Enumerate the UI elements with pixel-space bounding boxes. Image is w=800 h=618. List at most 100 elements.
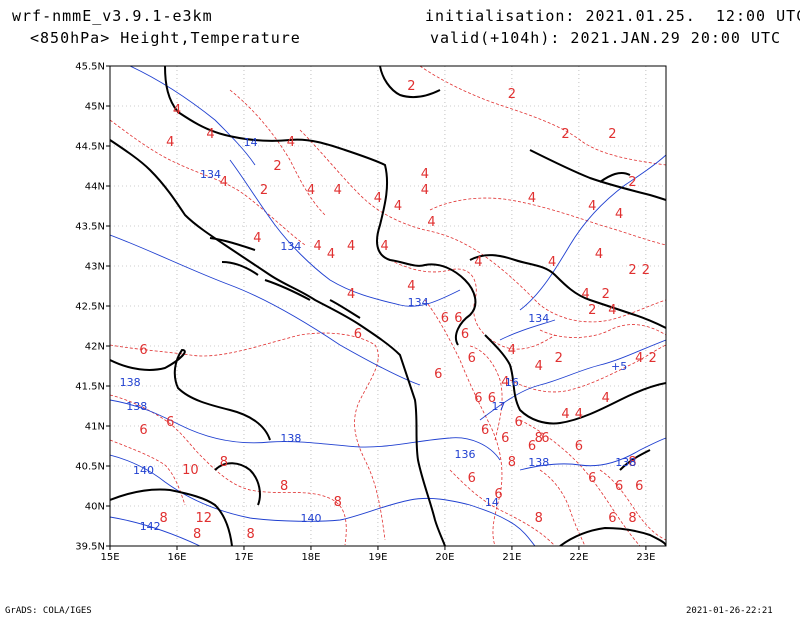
height-label: 138 <box>280 432 301 445</box>
temperature-label: 6 <box>588 471 596 486</box>
temperature-label: 2 <box>628 175 636 190</box>
temperature-label: 4 <box>548 255 556 270</box>
temperature-label: 2 <box>602 287 610 302</box>
temperature-label: 2 <box>628 263 636 278</box>
temperature-label: 4 <box>173 103 181 118</box>
temperature-label: 8 <box>535 511 543 526</box>
lon-tick-label: 17E <box>234 552 253 563</box>
height-label: 138 <box>120 376 141 389</box>
temperature-label: 4 <box>307 183 315 198</box>
temperature-label: 4 <box>166 135 174 150</box>
height-label: 140 <box>300 512 321 525</box>
temperature-label: 2 <box>508 87 516 102</box>
temperature-label: 8 <box>628 455 636 470</box>
lon-tick-label: 20E <box>435 552 454 563</box>
height-label: 17 <box>492 400 506 413</box>
height-label: 136 <box>455 448 476 461</box>
lat-tick-label: 44.5N <box>75 142 105 153</box>
lat-tick-label: 42N <box>85 342 105 353</box>
lat-tick-label: 43.5N <box>75 222 105 233</box>
temperature-label: 4 <box>206 127 214 142</box>
temperature-label: 6 <box>488 391 496 406</box>
temperature-label: 6 <box>514 415 522 430</box>
lon-tick-label: 22E <box>569 552 588 563</box>
temperature-label: 4 <box>602 391 610 406</box>
temperature-label: 2 <box>608 127 616 142</box>
height-label: 134 <box>528 312 549 325</box>
temperature-label: 4 <box>220 175 228 190</box>
temperature-label: 4 <box>474 255 482 270</box>
temperature-label: 10 <box>182 463 199 478</box>
temperature-label: 6 <box>541 431 549 446</box>
temperature-label: 12 <box>196 511 213 526</box>
temperature-label: 8 <box>628 511 636 526</box>
temperature-label: 4 <box>528 191 536 206</box>
temperature-label: 6 <box>494 487 502 502</box>
temperature-label: 4 <box>535 359 543 374</box>
lat-tick-label: 41.5N <box>75 382 105 393</box>
temperature-label: 8 <box>334 495 342 510</box>
field-title: <850hPa> Height,Temperature <box>30 29 301 47</box>
temperature-label: 8 <box>280 479 288 494</box>
height-label: 138 <box>615 456 636 469</box>
height-contours <box>110 66 666 546</box>
temperature-label: 8 <box>220 455 228 470</box>
temperature-label: 6 <box>354 327 362 342</box>
height-label: 14 <box>244 136 258 149</box>
temperature-label: 4 <box>508 343 516 358</box>
temperature-label: 4 <box>595 247 603 262</box>
model-title: wrf-nmmE_v3.9.1-e3km <box>12 7 213 25</box>
temperature-label: 4 <box>314 239 322 254</box>
temperature-label: 4 <box>407 279 415 294</box>
temperature-label: 4 <box>253 231 261 246</box>
temperature-label: 2 <box>260 183 268 198</box>
temperature-label: 4 <box>581 287 589 302</box>
valid-time: valid(+104h): 2021.JAN.29 20:00 UTC <box>430 29 782 47</box>
temperature-label: 8 <box>193 527 201 542</box>
footer-credit: GrADS: COLA/IGES <box>5 606 92 616</box>
height-label: 14 <box>485 496 499 509</box>
lon-tick-label: 16E <box>167 552 186 563</box>
lat-tick-label: 40.5N <box>75 462 105 473</box>
lat-tick-label: 45N <box>85 102 105 113</box>
height-label: 142 <box>140 520 161 533</box>
height-label: 134 <box>200 168 221 181</box>
temperature-label: 6 <box>608 511 616 526</box>
lat-tick-label: 42.5N <box>75 302 105 313</box>
temperature-label: 6 <box>481 423 489 438</box>
temperature-label: 2 <box>648 351 656 366</box>
temperature-label: 6 <box>441 311 449 326</box>
temperature-label: 6 <box>528 439 536 454</box>
temperature-label: 6 <box>501 431 509 446</box>
lat-tick-label: 40N <box>85 502 105 513</box>
temperature-label: 8 <box>247 527 255 542</box>
lat-tick-label: 41N <box>85 422 105 433</box>
temperature-label: 6 <box>615 479 623 494</box>
axis-ticks: 15E 16E 17E 18E 19E 20E 21E 22E 23E 45.5N 45N 44.5N… <box>75 62 655 564</box>
temperature-label: 4 <box>635 351 643 366</box>
initialisation-time: initialisation: 2021.01.25. 12:00 UTC <box>425 7 800 25</box>
temperature-label: 6 <box>635 479 643 494</box>
temperature-label: 6 <box>468 471 476 486</box>
temperature-label: 6 <box>454 311 462 326</box>
temperature-label: 6 <box>139 343 147 358</box>
temperature-label: 2 <box>561 127 569 142</box>
temperature-label: 4 <box>381 239 389 254</box>
lon-tick-label: 21E <box>502 552 521 563</box>
temperature-label: 8 <box>508 455 516 470</box>
height-label: 134 <box>280 240 301 253</box>
temperature-label: 4 <box>334 183 342 198</box>
temperature-label: 4 <box>501 375 509 390</box>
temperature-label: 6 <box>461 327 469 342</box>
footer-timestamp: 2021-01-26-22:21 <box>686 606 773 616</box>
temperature-contours <box>110 66 666 546</box>
temperature-label: 4 <box>374 191 382 206</box>
coastlines-and-borders <box>110 66 666 546</box>
temperature-label: 6 <box>434 367 442 382</box>
lon-tick-label: 18E <box>301 552 320 563</box>
temperature-label: 4 <box>575 407 583 422</box>
lat-tick-label: 39.5N <box>75 542 105 553</box>
temperature-label: 4 <box>347 287 355 302</box>
